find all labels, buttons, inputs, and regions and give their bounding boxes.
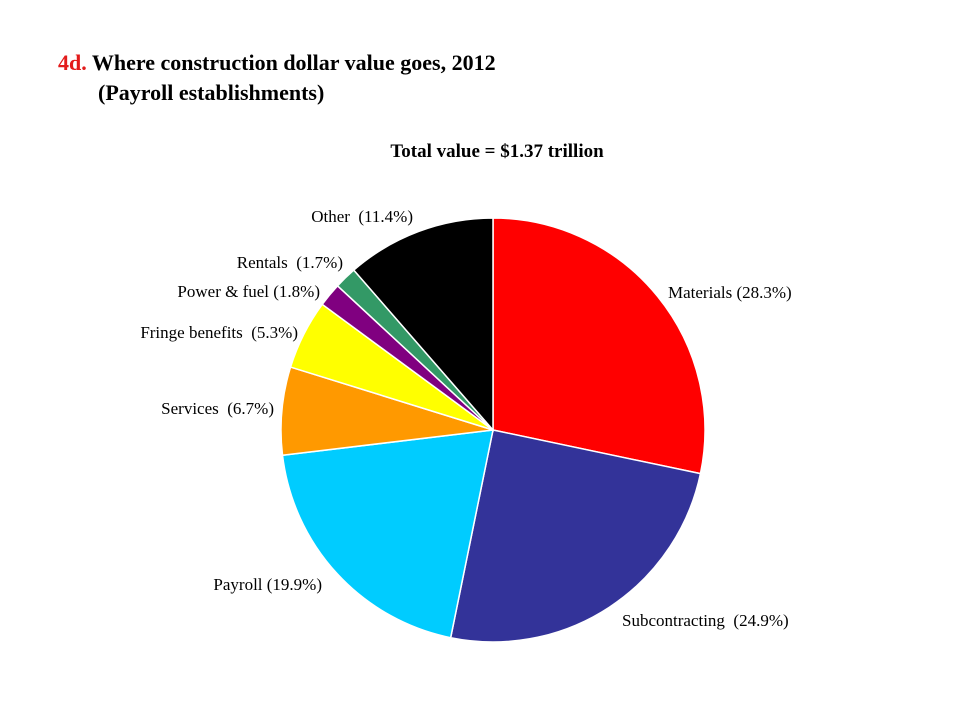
slice-label-other: Other (11.4%) (311, 207, 413, 226)
slice-label-subcontracting: Subcontracting (24.9%) (622, 611, 789, 630)
slice-label-fringe-benefits: Fringe benefits (5.3%) (140, 323, 298, 342)
pie-slice-subcontracting (449, 429, 702, 643)
pie-slice-other (352, 217, 494, 433)
total-value-subtitle: Total value = $1.37 trillion (390, 141, 604, 162)
slice-label-rentals: Rentals (1.7%) (237, 253, 343, 272)
slice-label-materials: Materials (28.3%) (668, 283, 792, 302)
slice-label-payroll: Payroll (19.9%) (213, 575, 322, 594)
title-line-1: 4d. Where construction dollar value goes… (58, 48, 496, 78)
pie-slice-materials (492, 217, 706, 475)
slice-label-power-fuel: Power & fuel (1.8%) (177, 282, 320, 301)
chart-title: 4d. Where construction dollar value goes… (58, 48, 496, 108)
pie-slice-payroll (281, 429, 494, 639)
slice-label-services: Services (6.7%) (161, 399, 274, 418)
pie-labels: Materials (28.3%) Subcontracting (24.9%) P… (140, 207, 791, 630)
title-line-2: (Payroll establishments) (98, 80, 325, 105)
figure-number: 4d. (58, 50, 87, 75)
title-text: Where construction dollar value goes, 20… (91, 50, 496, 75)
pie-slices (280, 217, 706, 643)
